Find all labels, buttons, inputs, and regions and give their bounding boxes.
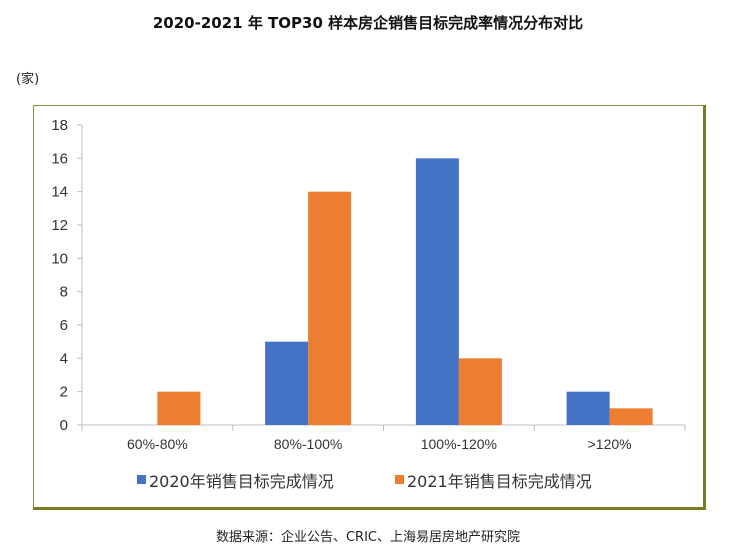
chart-title: 2020-2021 年 TOP30 样本房企销售目标完成率情况分布对比 <box>152 14 584 32</box>
y-tick-label: 10 <box>51 250 68 267</box>
bar-2021 <box>458 358 502 425</box>
y-axis-unit: (家) <box>16 72 40 87</box>
y-tick-label: 4 <box>60 350 68 367</box>
y-tick-label: 16 <box>51 150 68 167</box>
y-tick-label: 2 <box>60 384 68 401</box>
x-tick-label: 60%-80% <box>127 436 188 452</box>
x-tick-label: 100%-120% <box>421 436 497 452</box>
x-tick-label: 80%-100% <box>274 436 343 452</box>
y-tick-label: 12 <box>51 217 68 234</box>
bar-2020 <box>566 391 610 425</box>
y-tick-label: 8 <box>60 284 68 301</box>
chart-frame <box>33 105 706 510</box>
legend-label: 2021年销售目标完成情况 <box>407 472 592 491</box>
legend-swatch <box>137 475 146 484</box>
legend-swatch <box>395 475 404 484</box>
data-source: 数据来源：企业公告、CRIC、上海易居房地产研究院 <box>215 530 521 545</box>
bar-2020 <box>265 341 309 425</box>
bar-2021 <box>609 408 653 425</box>
y-tick-label: 14 <box>51 184 68 201</box>
bar-2021 <box>308 191 352 425</box>
y-tick-label: 6 <box>60 317 68 334</box>
y-tick-label: 0 <box>60 417 68 434</box>
bar-2020 <box>415 158 459 426</box>
legend-label: 2020年销售目标完成情况 <box>149 472 334 491</box>
x-tick-label: >120% <box>588 436 632 452</box>
bar-2021 <box>157 391 201 425</box>
y-tick-label: 18 <box>51 117 68 134</box>
